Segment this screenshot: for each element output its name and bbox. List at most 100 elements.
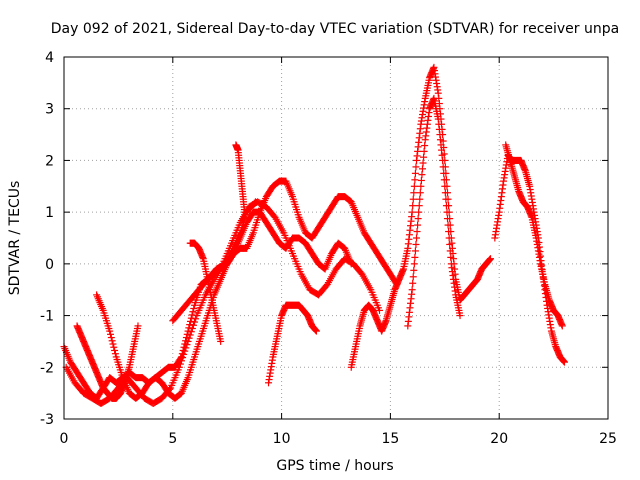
data-point (411, 176, 419, 184)
data-point (415, 208, 423, 216)
data-point (412, 240, 420, 248)
data-points (60, 63, 568, 407)
data-point (416, 189, 424, 197)
data-point (187, 314, 195, 322)
data-point (175, 363, 183, 371)
data-point (185, 324, 193, 332)
x-tick-label: 0 (60, 431, 69, 447)
data-point (183, 341, 191, 349)
data-point (443, 208, 451, 216)
data-point (441, 189, 449, 197)
data-point (411, 169, 419, 177)
data-point (192, 315, 200, 323)
data-point (183, 330, 191, 338)
chart-title: Day 092 of 2021, Sidereal Day-to-day VTE… (51, 21, 619, 37)
data-point (440, 176, 448, 184)
data-point (445, 234, 453, 242)
x-axis-label: GPS time / hours (276, 458, 393, 474)
plot-frame (63, 56, 609, 420)
x-tick-label: 15 (381, 431, 399, 447)
data-point (107, 334, 115, 342)
data-point (178, 357, 186, 365)
data-point (111, 350, 119, 358)
data-point (444, 215, 452, 223)
y-tick-label: -1 (40, 309, 54, 325)
data-point (186, 317, 194, 325)
data-point (191, 318, 199, 326)
data-point (409, 202, 417, 210)
data-point (189, 308, 197, 316)
data-point (411, 253, 419, 261)
series-track-4 (73, 322, 142, 402)
data-point (413, 228, 421, 236)
data-point (411, 247, 419, 255)
grid-lines (64, 57, 608, 419)
series-track-11 (491, 151, 568, 366)
data-point (106, 327, 114, 335)
series-track-7 (232, 141, 249, 216)
data-point (408, 286, 416, 294)
data-point (410, 182, 418, 190)
data-point (179, 354, 187, 362)
data-point (440, 169, 448, 177)
data-point (445, 228, 453, 236)
data-point (180, 350, 188, 358)
series-track-9 (347, 63, 494, 371)
data-point (410, 266, 418, 274)
y-tick-label: 4 (45, 50, 54, 66)
data-point (416, 195, 424, 203)
x-tick-label: 25 (599, 431, 617, 447)
data-point (439, 156, 447, 164)
data-point (413, 234, 421, 242)
data-point (558, 322, 566, 330)
data-point (109, 340, 117, 348)
data-point (181, 347, 189, 355)
data-point (188, 325, 196, 332)
data-point (441, 182, 449, 190)
data-point (185, 334, 193, 342)
data-point (108, 337, 116, 345)
data-point (408, 208, 416, 216)
data-point (414, 221, 422, 229)
data-point (251, 198, 259, 206)
y-tick-label: 3 (45, 102, 54, 118)
series-track-10 (404, 94, 464, 330)
y-tick-label: 0 (45, 257, 54, 273)
y-tick-label: -2 (40, 360, 54, 376)
data-point (456, 312, 464, 320)
data-point (447, 253, 455, 261)
data-point (446, 240, 454, 248)
data-point (184, 327, 192, 335)
data-point (446, 247, 454, 255)
series-track-5 (169, 198, 259, 325)
data-point (217, 337, 225, 345)
data-point (110, 343, 118, 351)
data-point (189, 321, 197, 329)
data-point (442, 195, 450, 203)
data-point (412, 163, 420, 171)
series-track-12 (502, 141, 566, 330)
data-point (186, 321, 194, 329)
data-point (439, 163, 447, 171)
y-tick-label: -3 (40, 412, 54, 428)
data-point (187, 328, 195, 336)
y-tick-label: 2 (45, 153, 54, 169)
data-point (184, 337, 192, 345)
data-point (176, 360, 184, 368)
data-point (250, 199, 258, 207)
x-tick-label: 5 (168, 431, 177, 447)
data-point (409, 279, 417, 287)
data-point (111, 346, 119, 354)
data-point (486, 255, 494, 263)
data-point (414, 215, 422, 223)
series-track-8 (265, 301, 320, 387)
x-tick-label: 20 (490, 431, 508, 447)
x-tick-label: 10 (273, 431, 291, 447)
data-point (166, 385, 174, 393)
y-tick-label: 1 (45, 205, 54, 221)
data-point (410, 189, 418, 197)
data-point (188, 311, 196, 319)
axis-ticks: 0 5 10 15 20 25 -3 -2 -1 0 1 2 3 4 (40, 50, 617, 447)
data-point (410, 260, 418, 268)
